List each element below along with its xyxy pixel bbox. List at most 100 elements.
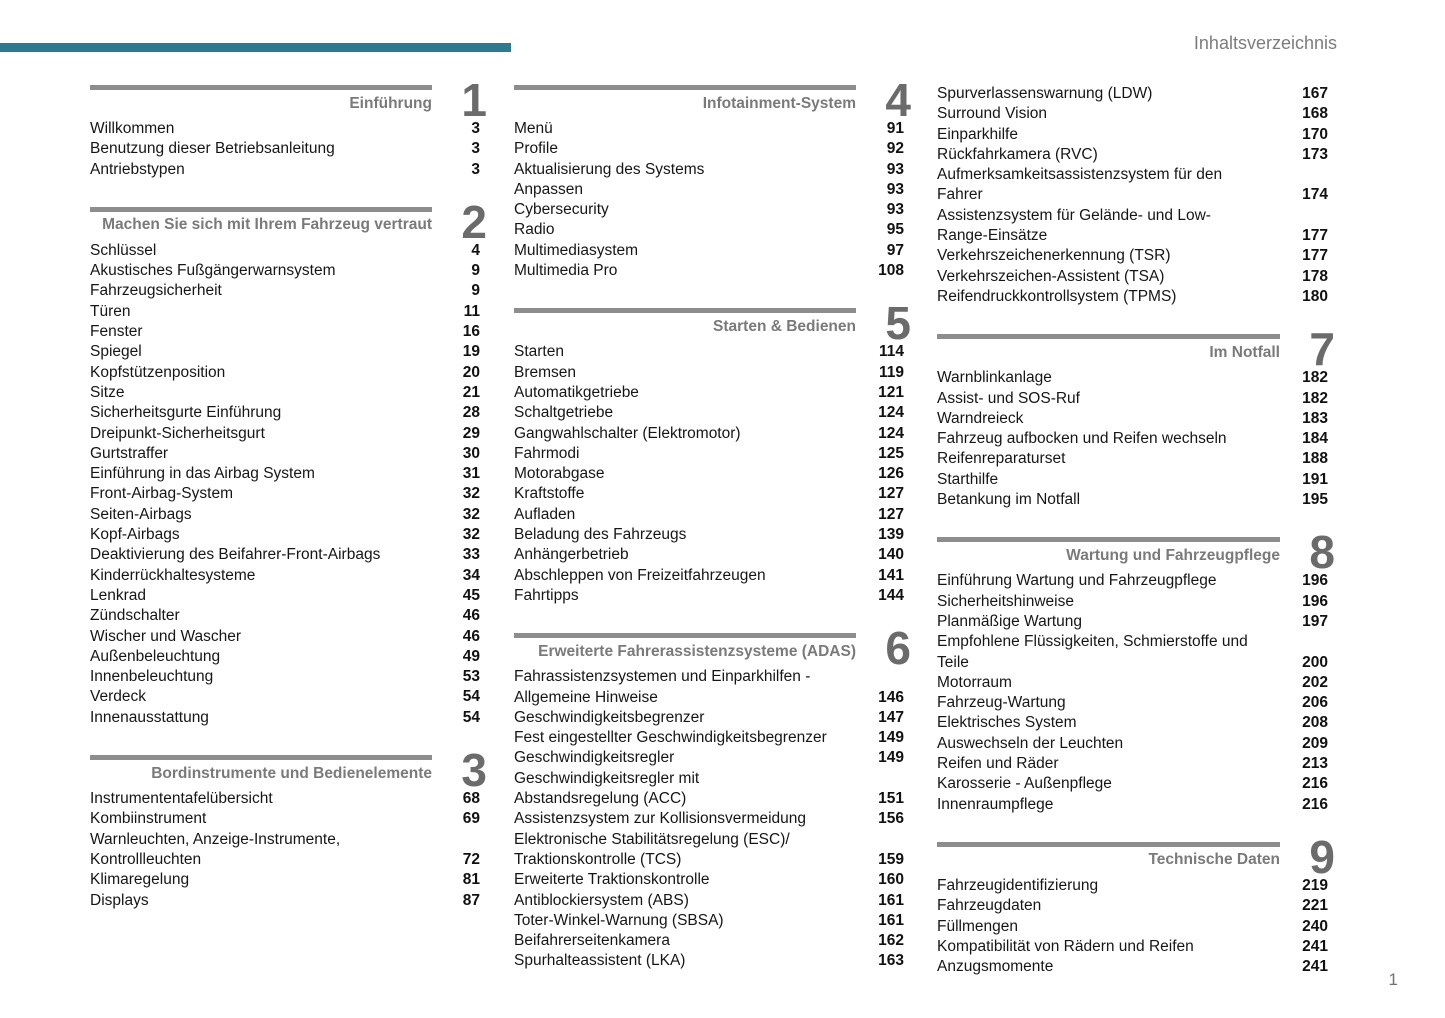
section-number: 4 bbox=[885, 74, 911, 126]
toc-entry: Gangwahlschalter (Elektromotor) 124 bbox=[514, 424, 904, 444]
toc-entry-label: Verdeck bbox=[90, 688, 147, 706]
toc-entry: Fahrassistenzsystemen und Einparkhilfen … bbox=[514, 667, 904, 708]
toc-entry-page: 140 bbox=[878, 546, 904, 564]
toc-entry: Front-Airbag-System 32 bbox=[90, 484, 480, 504]
toc-entry-page: 202 bbox=[1302, 673, 1328, 691]
toc-entry-page: 93 bbox=[886, 180, 904, 198]
toc-entry: Fahrmodi 125 bbox=[514, 444, 904, 464]
toc-entry-label: Abschleppen von Freizeitfahrzeugen bbox=[514, 566, 766, 584]
toc-entry-page: 127 bbox=[878, 485, 904, 503]
toc-entry: Reifendruckkontrollsystem (TPMS) 180 bbox=[937, 287, 1328, 307]
toc-entry-page: 54 bbox=[462, 708, 480, 726]
toc-entry: Sicherheitsgurte Einführung 28 bbox=[90, 403, 480, 423]
toc-entry: Füllmengen 240 bbox=[937, 917, 1328, 937]
toc-entry: Spurhalteassistent (LKA) 163 bbox=[514, 951, 904, 971]
section-header: Im Notfall 7 bbox=[937, 326, 1335, 372]
toc-entry: Fahrzeug-Wartung 206 bbox=[937, 693, 1328, 713]
toc-entry-label: Fahrtipps bbox=[514, 586, 579, 604]
toc-entry-label: Akustisches Fußgängerwarnsystem bbox=[90, 262, 336, 280]
toc-entry-page: 208 bbox=[1302, 714, 1328, 732]
toc-entry-label: Auswechseln der Leuchten bbox=[937, 734, 1124, 752]
toc-entry-label: Sicherheitsgurte Einführung bbox=[90, 404, 282, 422]
toc-entry: Profile 92 bbox=[514, 139, 904, 159]
toc-section: Infotainment-System 4 Menü 91 Profile 92 Aktua… bbox=[514, 77, 911, 281]
toc-entry-page: 93 bbox=[886, 201, 904, 219]
toc-entry-label: Empfohlene Flüssigkeiten, Schmierstoffe … bbox=[937, 633, 1248, 671]
toc-entry-label: Starthilfe bbox=[937, 470, 999, 488]
toc-entry: Assistenzsystem zur Kollisionsvermeidung… bbox=[514, 809, 904, 829]
toc-entry-label: Displays bbox=[90, 891, 149, 909]
toc-entry-page: 149 bbox=[878, 729, 904, 747]
toc-entry: Warnleuchten, Anzeige-Instrumente, Kontr… bbox=[90, 830, 480, 871]
toc-entry: Bremsen 119 bbox=[514, 363, 904, 383]
toc-entry-page: 95 bbox=[886, 221, 904, 239]
section-number: 5 bbox=[885, 297, 911, 350]
toc-entry-page: 216 bbox=[1302, 795, 1328, 813]
toc-entry: Fenster 16 bbox=[90, 322, 480, 342]
toc-entry: Fahrzeugdaten 221 bbox=[937, 896, 1328, 916]
toc-entry-label: Gangwahlschalter (Elektromotor) bbox=[514, 424, 741, 442]
toc-entry: Kompatibilität von Rädern und Reifen 241 bbox=[937, 937, 1328, 957]
section-title: Machen Sie sich mit Ihrem Fahrzeug vertr… bbox=[102, 216, 432, 234]
toc-entry: Reifen und Räder 213 bbox=[937, 754, 1328, 774]
toc-entry: Fahrzeugsicherheit 9 bbox=[90, 281, 480, 301]
toc-entry-label: Außenbeleuchtung bbox=[90, 647, 221, 665]
toc-entry-page: 32 bbox=[462, 505, 480, 523]
section-title: Bordinstrumente und Bedienelemente bbox=[151, 764, 432, 782]
toc-section: Einführung 1 Willkommen 3 Benutzung dieser B… bbox=[90, 77, 487, 180]
toc-entry-page: 126 bbox=[878, 465, 904, 483]
toc-entry-label: Rückfahrkamera (RVC) bbox=[937, 145, 1098, 163]
toc-column-2: Infotainment-System 4 Menü 91 Profile 92 Aktua… bbox=[514, 77, 911, 998]
section-header: Starten & Bedienen 5 bbox=[514, 300, 911, 346]
toc-entry: Kopf-Airbags 32 bbox=[90, 525, 480, 545]
toc-column-3: Spurverlassenswarnung (LDW) 167 Surround V… bbox=[937, 84, 1335, 1003]
section-title: Starten & Bedienen bbox=[713, 317, 856, 335]
toc-entry-label: Multimediasystem bbox=[514, 241, 639, 259]
toc-entry-page: 221 bbox=[1302, 897, 1328, 915]
section-divider-bar bbox=[90, 755, 432, 761]
section-title: Erweiterte Fahrerassistenzsysteme (ADAS) bbox=[538, 642, 856, 660]
toc-entry-label: Lenkrad bbox=[90, 586, 147, 604]
toc-entry: Geschwindigkeitsregler mit Abstandsregel… bbox=[514, 769, 904, 810]
toc-entry: Schlüssel 4 bbox=[90, 241, 480, 261]
toc-entry-label: Motorabgase bbox=[514, 465, 605, 483]
section-title: Technische Daten bbox=[1148, 851, 1280, 869]
section-header: Erweiterte Fahrerassistenzsysteme (ADAS)… bbox=[514, 625, 911, 671]
toc-entry-label: Fahrzeugsicherheit bbox=[90, 282, 222, 300]
toc-entry: Innenbeleuchtung 53 bbox=[90, 667, 480, 687]
section-header: Einführung 1 bbox=[90, 77, 487, 123]
toc-entry-label: Assistenzsystem für Gelände- und Low- Ra… bbox=[937, 206, 1211, 245]
toc-entry-page: 114 bbox=[878, 343, 904, 361]
toc-entry: Surround Vision 168 bbox=[937, 104, 1328, 124]
toc-entry: Kopfstützenposition 20 bbox=[90, 363, 480, 383]
toc-entry-page: 87 bbox=[462, 891, 480, 909]
toc-entry-page: 49 bbox=[462, 647, 480, 665]
toc-entry-page: 195 bbox=[1302, 491, 1328, 509]
toc-entry-label: Kopfstützenposition bbox=[90, 363, 226, 381]
toc-entry: Beifahrerseitenkamera 162 bbox=[514, 931, 904, 951]
section-divider-bar bbox=[90, 85, 432, 90]
toc-entry: Abschleppen von Freizeitfahrzeugen 141 bbox=[514, 566, 904, 586]
toc-section: Erweiterte Fahrerassistenzsysteme (ADAS)… bbox=[514, 625, 911, 971]
toc-entry-page: 209 bbox=[1302, 734, 1328, 752]
section-title: Wartung und Fahrzeugpflege bbox=[1066, 546, 1280, 564]
toc-entry-page: 213 bbox=[1302, 755, 1328, 773]
toc-entry-label: Kraftstoffe bbox=[514, 485, 585, 503]
toc-entry-page: 191 bbox=[1302, 470, 1328, 488]
toc-entry-label: Innenraumpflege bbox=[937, 795, 1054, 813]
toc-entry: Einführung Wartung und Fahrzeugpflege 196 bbox=[937, 571, 1328, 591]
page-number: 1 bbox=[1388, 970, 1398, 989]
toc-entry: Fahrtipps 144 bbox=[514, 586, 904, 606]
toc-entry: Klimaregelung 81 bbox=[90, 870, 480, 890]
toc-entry-label: Geschwindigkeitsbegrenzer bbox=[514, 708, 705, 726]
toc-entry-page: 139 bbox=[878, 526, 904, 544]
toc-entry: Kraftstoffe 127 bbox=[514, 484, 904, 504]
toc-entry-label: Einparkhilfe bbox=[937, 125, 1018, 143]
toc-entry-label: Verkehrszeichenerkennung (TSR) bbox=[937, 247, 1171, 265]
toc-entry-page: 206 bbox=[1302, 694, 1328, 712]
toc-entry-page: 19 bbox=[462, 343, 480, 361]
toc-entry: Aufmerksamkeitsassistenzsystem für den F… bbox=[937, 165, 1328, 206]
toc-entry: Lenkrad 45 bbox=[90, 586, 480, 606]
toc-entry: Akustisches Fußgängerwarnsystem 9 bbox=[90, 261, 480, 281]
toc-entry-page: 72 bbox=[462, 850, 480, 868]
